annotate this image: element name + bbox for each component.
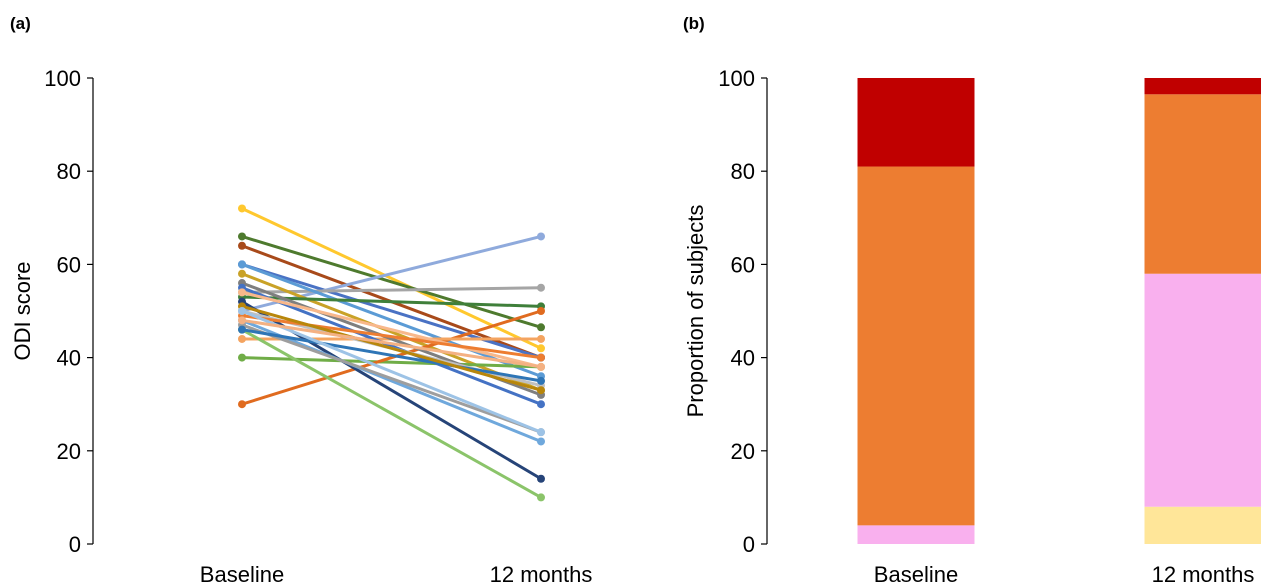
- panel-b-label: (b): [683, 14, 705, 33]
- y-tick-label: 100: [718, 66, 755, 91]
- data-point: [537, 493, 545, 502]
- data-point: [537, 232, 545, 241]
- series-line: [240, 304, 543, 392]
- bar-segment: [857, 78, 975, 167]
- data-point: [238, 232, 246, 241]
- series-line: [240, 295, 543, 308]
- bar-segment: [1144, 506, 1261, 544]
- axes: [87, 77, 94, 545]
- data-point: [238, 325, 246, 334]
- bar-segment: [1144, 94, 1261, 274]
- y-tick-label: 40: [57, 346, 81, 371]
- y-tick-label: 0: [69, 532, 81, 557]
- data-point: [537, 376, 545, 385]
- data-point: [537, 307, 545, 315]
- panel-a-label: (a): [10, 14, 31, 33]
- bar-segment: [1144, 78, 1261, 95]
- y-tick-label: 100: [44, 66, 81, 91]
- axis-labels: 0 20 40 60 80 100 Baseline 12 months ODI score: [10, 66, 592, 584]
- series-line: [240, 309, 543, 406]
- data-point: [238, 334, 246, 343]
- x-tick-label: 12 months: [490, 562, 593, 584]
- data-point: [238, 400, 246, 409]
- x-tick-label: Baseline: [200, 562, 284, 584]
- series-lines: [238, 204, 545, 502]
- series-line: [240, 234, 543, 329]
- data-point: [537, 400, 545, 409]
- x-tick-label: Baseline: [874, 562, 958, 584]
- series-line: [240, 328, 543, 383]
- data-point: [238, 288, 246, 297]
- data-point: [537, 323, 545, 332]
- data-point: [537, 362, 545, 371]
- data-point: [537, 428, 545, 437]
- series-line: [240, 318, 543, 443]
- y-tick-label: 60: [731, 252, 755, 277]
- data-point: [238, 269, 246, 278]
- bar-segment: [1144, 273, 1261, 507]
- y-axis-title: ODI score: [10, 261, 35, 360]
- data-point: [537, 386, 545, 395]
- series-line: [240, 328, 543, 499]
- data-point: [537, 437, 545, 446]
- data-point: [537, 474, 545, 483]
- y-tick-label: 60: [57, 252, 81, 277]
- data-point: [238, 241, 246, 250]
- bar-segment: [857, 525, 975, 544]
- y-axis-title: Proportion of subjects: [683, 205, 708, 418]
- line-chart: 0 20 40 60 80 100 Baseline 12 months ODI score: [10, 66, 592, 584]
- y-tick-label: 20: [731, 439, 755, 464]
- data-point: [238, 260, 246, 269]
- series-line: [240, 272, 543, 392]
- data-point: [238, 307, 246, 315]
- series-line: [240, 314, 543, 360]
- y-tick-label: 40: [731, 346, 755, 371]
- bars: [857, 78, 1261, 544]
- series-line: [240, 318, 543, 369]
- y-tick-label: 80: [731, 159, 755, 184]
- series-line: [240, 290, 543, 369]
- data-point: [537, 353, 545, 362]
- series-line: [240, 323, 543, 434]
- series-line: [240, 309, 543, 434]
- y-tick-label: 0: [743, 532, 755, 557]
- y-tick-label: 80: [57, 159, 81, 184]
- data-point: [537, 344, 545, 353]
- bar-segment: [857, 166, 975, 526]
- data-point: [238, 204, 246, 213]
- axes: [761, 77, 768, 545]
- series-line: [240, 262, 543, 360]
- data-point: [238, 353, 246, 362]
- data-point: [537, 283, 545, 292]
- y-tick-label: 20: [57, 439, 81, 464]
- axis-labels: Baseline 12 months 0 20 40 60 80 100 Proportion …: [683, 66, 1254, 584]
- data-point: [238, 316, 246, 325]
- data-point: [537, 334, 545, 343]
- x-tick-label: 12 months: [1152, 562, 1255, 584]
- series-line: [240, 286, 543, 406]
- series-line: [240, 262, 543, 378]
